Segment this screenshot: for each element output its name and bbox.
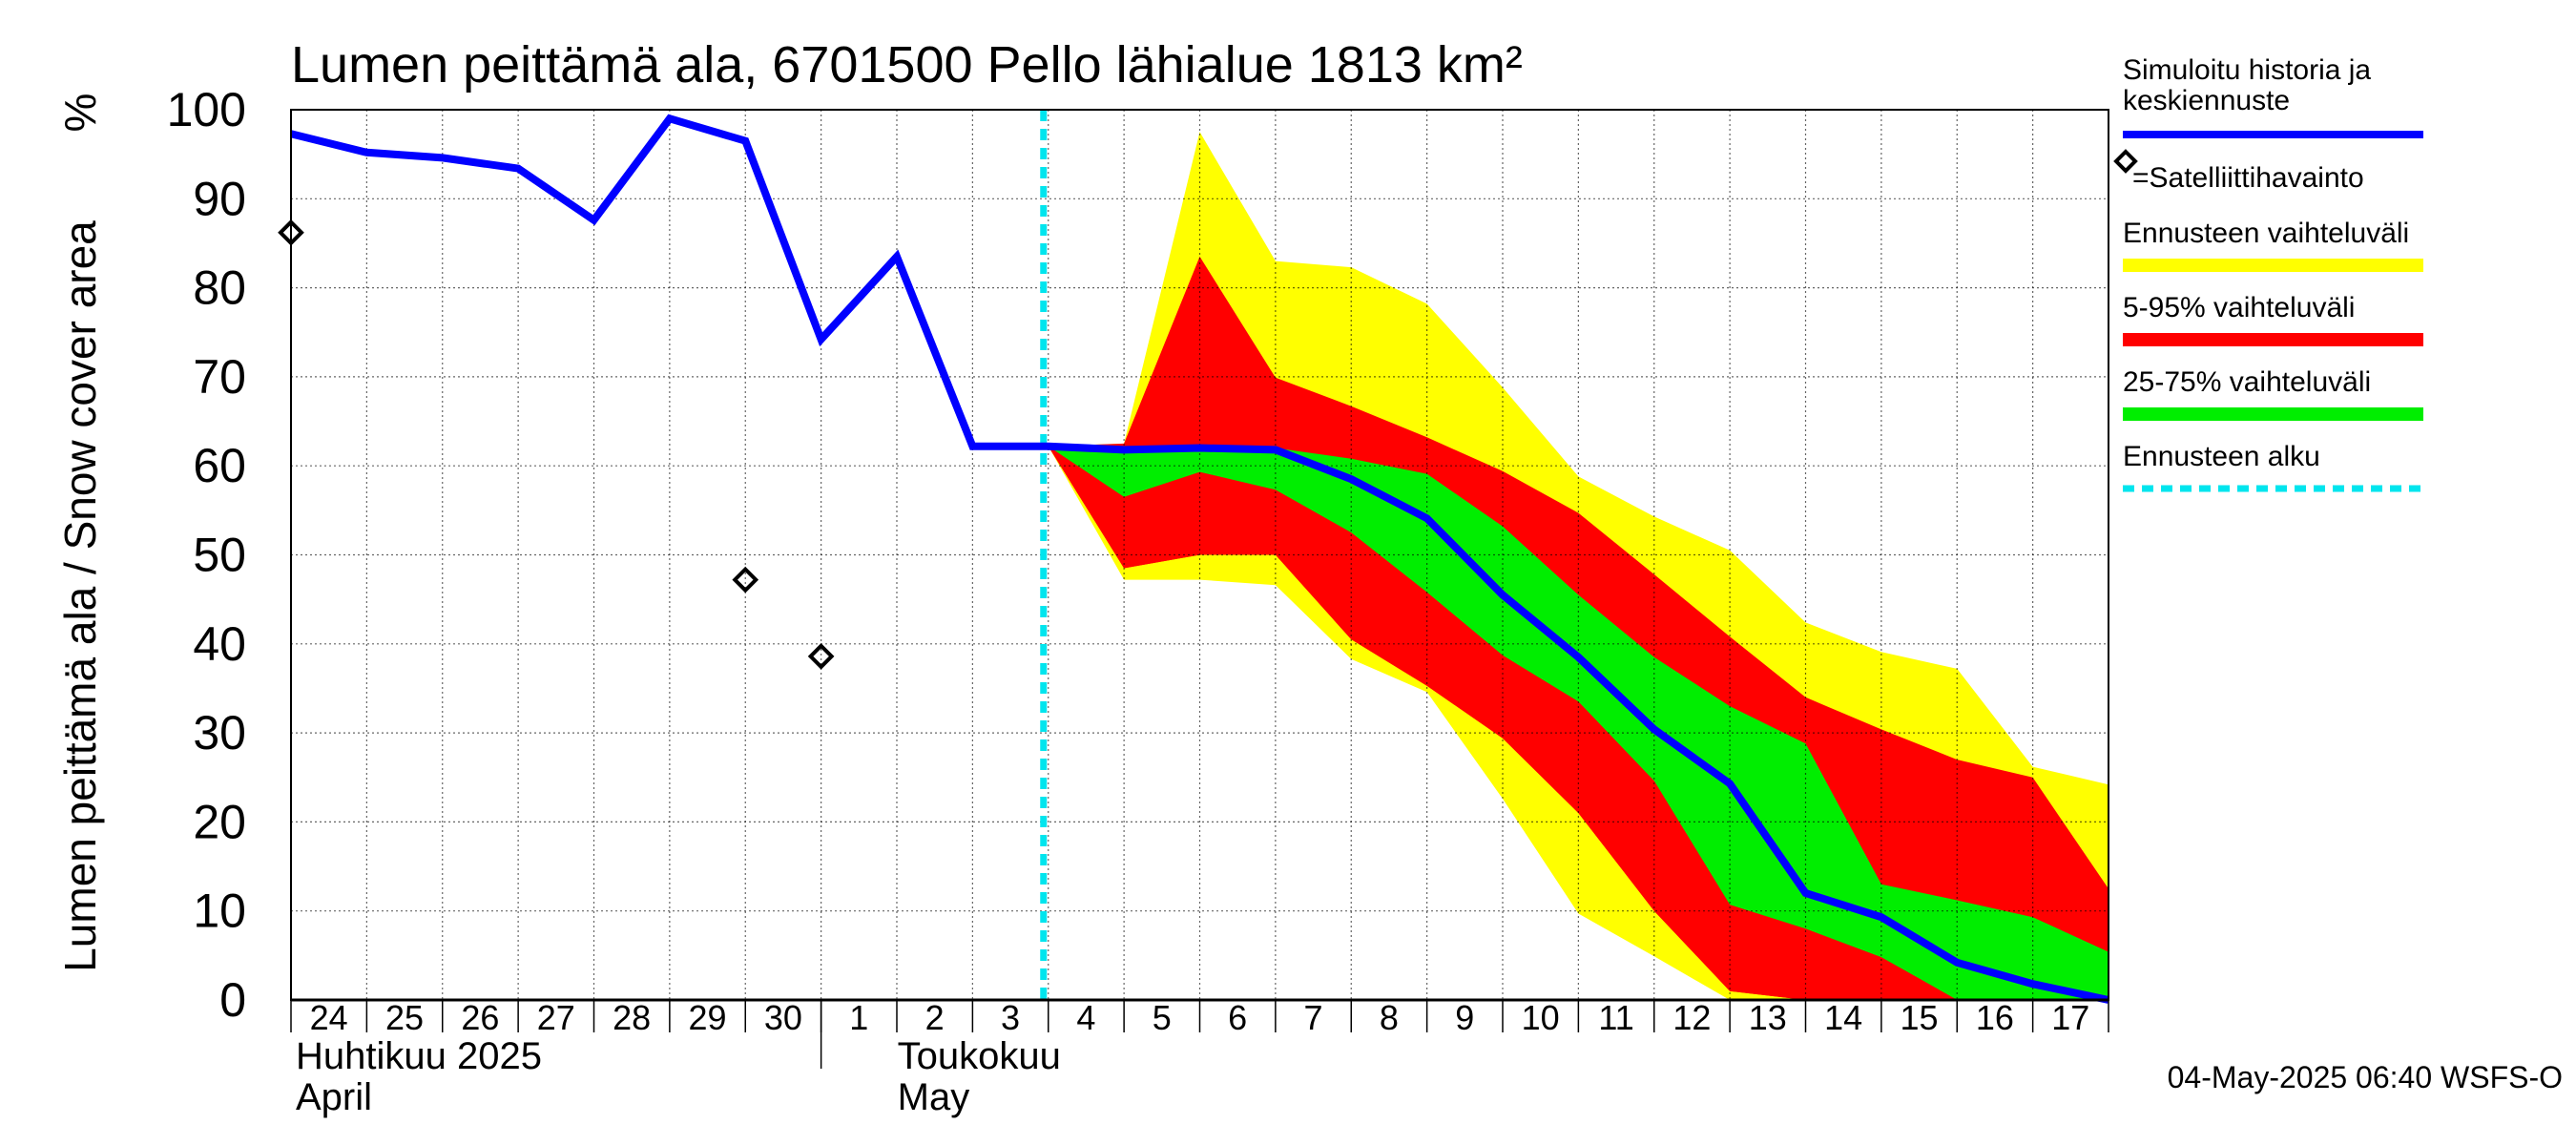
x-tick-labels: 24 25 26 27 28 29 30 1 2 3 4 5 6 7 8 9 10 11 12 13 14 15 16 17 — [310, 998, 2090, 1037]
y-tick-label: 30 — [193, 706, 246, 760]
x-tick-label: 29 — [689, 998, 727, 1037]
legend-label-history: Simuloitu historia ja — [2123, 54, 2371, 86]
x-tick-label: 3 — [1001, 998, 1020, 1037]
satellite-observations — [278, 219, 835, 670]
x-tick-label: 25 — [385, 998, 424, 1037]
x-tick-label: 7 — [1304, 998, 1323, 1037]
series-lines — [290, 114, 2109, 1004]
x-tick-label: 10 — [1522, 998, 1560, 1037]
x-tick-label: 9 — [1455, 998, 1474, 1037]
legend-label-5-95: 5-95% vaihteluväli — [2123, 292, 2355, 323]
y-tick-label: 50 — [193, 529, 246, 582]
x-tick-label: 12 — [1672, 998, 1711, 1037]
x-tick-label: 2 — [925, 998, 945, 1037]
y-tick-label: 100 — [167, 83, 246, 136]
timestamp: 04-May-2025 06:40 WSFS-O — [2168, 1060, 2563, 1094]
x-tick-label: 5 — [1153, 998, 1172, 1037]
band-3 — [1048, 446, 2109, 1000]
x-tick-label: 28 — [613, 998, 651, 1037]
x-tick-label: 11 — [1598, 998, 1633, 1037]
x-tick-label: 4 — [1076, 998, 1095, 1037]
legend-label-history-line2: keskiennuste — [2123, 85, 2290, 116]
y-tick-label: 70 — [193, 350, 246, 404]
y-tick-label: 40 — [193, 617, 246, 671]
chart-title: Lumen peittämä ala, 6701500 Pello lähial… — [291, 36, 1523, 94]
x-tick-label: 17 — [2051, 998, 2089, 1037]
forecast-bands — [1048, 132, 2109, 1001]
grid-lines — [291, 109, 2109, 1000]
legend-label-25-75: 25-75% vaihteluväli — [2123, 366, 2371, 398]
x-tick-label: 1 — [849, 998, 868, 1037]
observation-point-1 — [732, 566, 759, 593]
y-tick-labels: 0 10 20 30 40 50 60 70 80 90 100 — [167, 83, 246, 1027]
x-tick-label: 27 — [537, 998, 575, 1037]
x-tick-label: 6 — [1228, 998, 1247, 1037]
x-tick-label: 8 — [1380, 998, 1399, 1037]
x-tick-label: 13 — [1749, 998, 1787, 1037]
x-tick-label: 24 — [310, 998, 348, 1037]
x-tick-label: 14 — [1824, 998, 1862, 1037]
axes — [290, 109, 2109, 1069]
legend-label-observation: =Satelliittihavainto — [2132, 162, 2364, 194]
y-tick-label: 10 — [193, 885, 246, 938]
x-tick-label: 26 — [461, 998, 499, 1037]
x-tick-label: 30 — [764, 998, 802, 1037]
y-axis-unit: % — [55, 94, 105, 133]
month-label-fi: Toukokuu — [898, 1035, 1061, 1077]
y-tick-label: 0 — [219, 973, 246, 1027]
y-axis-label: Lumen peittämä ala / Snow cover area — [55, 220, 105, 972]
band-2 — [1048, 446, 2109, 1000]
legend-label-forecast-start: Ennusteen alku — [2123, 441, 2320, 472]
y-tick-label: 60 — [193, 439, 246, 492]
month-label-en: May — [898, 1076, 970, 1118]
legend-label-range: Ennusteen vaihteluväli — [2123, 218, 2409, 249]
y-tick-label: 20 — [193, 795, 246, 848]
series-line-0 — [290, 114, 2109, 1004]
x-tick-label: 15 — [1901, 998, 1939, 1037]
observation-point-2 — [807, 643, 835, 670]
month-label-fi: Huhtikuu 2025 — [296, 1035, 542, 1077]
month-label-en: April — [296, 1076, 372, 1118]
y-tick-label: 90 — [193, 172, 246, 225]
x-tick-label: 16 — [1976, 998, 2014, 1037]
y-tick-label: 80 — [193, 261, 246, 315]
legend-swatch-observation — [2113, 149, 2138, 174]
